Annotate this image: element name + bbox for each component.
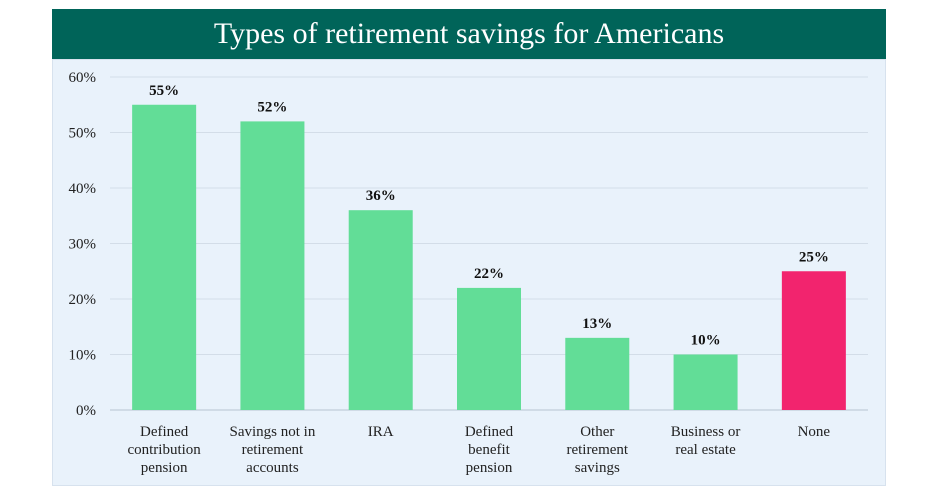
- data-label: 55%: [149, 83, 179, 99]
- bar: [565, 337, 630, 410]
- y-tick-label: 30%: [69, 237, 97, 253]
- y-tick-label: 50%: [69, 126, 97, 142]
- x-tick-label: Business or real estate: [671, 424, 741, 458]
- data-label: 22%: [474, 266, 504, 282]
- bar: [348, 210, 413, 410]
- y-tick-label: 0%: [76, 403, 96, 419]
- data-label: 10%: [691, 333, 721, 349]
- bar: [240, 121, 305, 411]
- y-tick-label: 20%: [69, 292, 97, 308]
- x-tick-label: None: [798, 424, 831, 440]
- x-tick-label: Other retirement savings: [566, 424, 628, 476]
- data-label: 36%: [366, 188, 396, 204]
- bar: [457, 287, 521, 410]
- bar: [673, 354, 738, 410]
- data-label: 25%: [799, 249, 829, 265]
- chart-title: Types of retirement savings for American…: [52, 9, 886, 59]
- x-tick-label: Savings not in retirement accounts: [230, 424, 316, 476]
- y-tick-label: 40%: [69, 181, 97, 197]
- y-tick-label: 10%: [69, 348, 97, 364]
- x-tick-label: IRA: [368, 424, 394, 440]
- data-label: 52%: [257, 99, 287, 115]
- x-tick-label: Defined contribution pension: [127, 424, 201, 476]
- y-tick-label: 60%: [69, 70, 97, 86]
- bar: [132, 104, 197, 410]
- bar: [781, 271, 846, 410]
- x-tick-label: Defined benefit pension: [465, 424, 514, 476]
- data-label: 13%: [582, 316, 612, 332]
